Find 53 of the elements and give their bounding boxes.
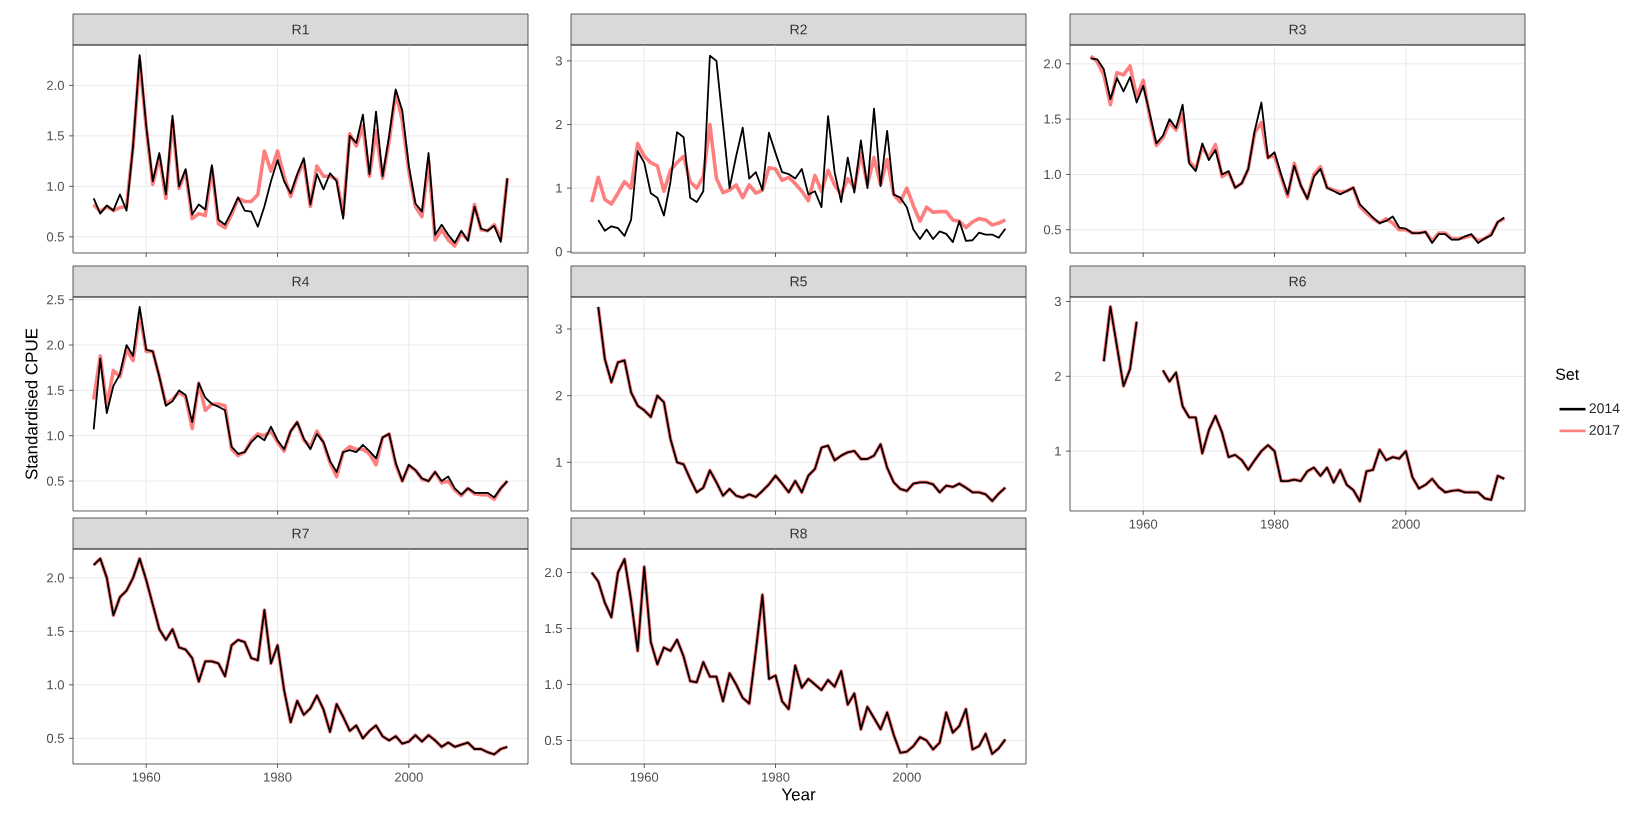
y-tick-label: 1.5	[545, 623, 562, 634]
y-tick-label: 1	[556, 183, 562, 193]
y-tick-label: 3	[1054, 296, 1061, 307]
y-tick-label: 2.0	[47, 573, 64, 583]
y-tick-label: 1.0	[47, 680, 64, 690]
y-tick-label: 1.0	[47, 431, 64, 441]
y-tick-label: 3	[555, 56, 562, 66]
y-axis-title: Standardised CPUE	[25, 328, 38, 480]
chart-title: R5	[790, 276, 807, 287]
y-tick-label: 2.5	[47, 295, 64, 305]
y-tick-label: 0.5	[46, 733, 64, 743]
y-tick-label: 1	[1055, 446, 1061, 456]
legend-label: 2017	[1589, 425, 1620, 435]
x-tick-label: 1960	[1129, 519, 1158, 529]
x-tick-label: 1980	[264, 772, 292, 782]
y-tick-label: 0.5	[544, 735, 562, 746]
y-tick-label: 1.5	[47, 626, 64, 636]
x-tick-label: 1960	[630, 772, 659, 782]
y-tick-label: 2.0	[545, 567, 562, 578]
y-tick-label: 2	[555, 119, 562, 130]
y-tick-label: 0.5	[46, 232, 64, 242]
y-tick-label: 0.5	[1043, 225, 1061, 235]
x-axis-title: Year	[781, 788, 816, 801]
legend-label: 2014	[1589, 403, 1620, 414]
chart-title: R4	[292, 276, 310, 287]
y-tick-label: 0.5	[46, 476, 64, 486]
y-tick-label: 1.5	[47, 385, 64, 395]
legend-title: Set	[1555, 368, 1580, 380]
y-tick-label: 1	[556, 457, 562, 467]
y-tick-label: 3	[555, 324, 562, 334]
y-tick-label: 2.0	[47, 80, 64, 90]
y-tick-label: 1.5	[47, 131, 64, 141]
x-tick-label: 2000	[395, 772, 423, 782]
chart-title: R8	[790, 528, 807, 539]
y-tick-label: 1.0	[1044, 169, 1061, 180]
y-tick-label: 2.0	[1044, 59, 1061, 69]
y-tick-label: 2	[555, 391, 562, 401]
chart-title: R3	[1289, 24, 1306, 35]
chart-title: R7	[292, 528, 309, 539]
y-tick-label: 2	[1054, 371, 1061, 381]
chart-title: R6	[1289, 276, 1306, 287]
y-tick-label: 1.5	[1044, 114, 1061, 124]
x-tick-label: 1960	[132, 772, 161, 782]
x-tick-label: 2000	[893, 772, 921, 782]
x-tick-label: 1980	[762, 772, 790, 782]
x-tick-label: 1980	[1261, 519, 1289, 529]
y-tick-label: 1.0	[47, 181, 64, 191]
y-tick-label: 1.0	[545, 679, 562, 690]
y-tick-label: 0	[555, 247, 562, 257]
chart-title: R1	[292, 24, 309, 35]
x-tick-label: 2000	[1392, 519, 1420, 529]
y-tick-label: 2.0	[47, 340, 64, 350]
chart-title: R2	[790, 24, 807, 35]
